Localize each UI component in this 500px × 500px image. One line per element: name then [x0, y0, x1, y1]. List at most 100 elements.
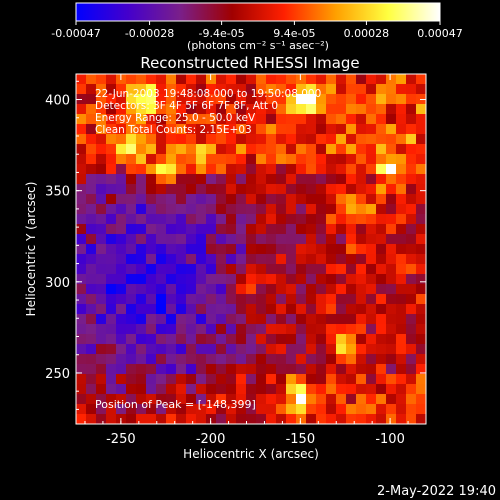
- heatmap-cell: [386, 294, 397, 305]
- heatmap-cell: [256, 104, 267, 115]
- heatmap-cell: [116, 324, 127, 335]
- heatmap-cell: [76, 114, 87, 125]
- heatmap-cell: [176, 304, 187, 315]
- heatmap-cell: [316, 264, 327, 275]
- heatmap-cell: [166, 154, 177, 165]
- heatmap-cell: [96, 334, 107, 345]
- heatmap-cell: [116, 134, 127, 145]
- heatmap-cell: [86, 144, 97, 155]
- heatmap-cell: [396, 204, 407, 215]
- heatmap-cell: [336, 234, 347, 245]
- heatmap-cell: [336, 284, 347, 295]
- heatmap-cell: [416, 374, 426, 385]
- heatmap-cell: [146, 314, 157, 325]
- heatmap-cell: [106, 154, 117, 165]
- heatmap-cell: [216, 204, 227, 215]
- heatmap-cell: [346, 174, 357, 185]
- heatmap-cell: [246, 364, 257, 375]
- heatmap-cell: [296, 84, 307, 95]
- heatmap-cell: [396, 74, 407, 85]
- heatmap-cell: [306, 294, 317, 305]
- heatmap-cell: [226, 144, 237, 155]
- heatmap-cell: [316, 414, 327, 424]
- heatmap-cell: [406, 74, 417, 85]
- heatmap-cell: [96, 404, 107, 415]
- heatmap-cell: [126, 314, 137, 325]
- heatmap-cell: [386, 384, 397, 395]
- heatmap-cell: [396, 354, 407, 365]
- heatmap-cell: [256, 334, 267, 345]
- heatmap-cell: [396, 184, 407, 195]
- heatmap-cell: [226, 294, 237, 305]
- heatmap-cell: [146, 344, 157, 355]
- heatmap-cell: [126, 104, 137, 115]
- heatmap-cell: [416, 144, 426, 155]
- heatmap-cell: [176, 174, 187, 185]
- heatmap-cell: [86, 134, 97, 145]
- heatmap-cell: [96, 134, 107, 145]
- heatmap-cell: [266, 264, 277, 275]
- heatmap-cell: [406, 384, 417, 395]
- heatmap-cell: [76, 314, 87, 325]
- heatmap-cell: [156, 214, 167, 225]
- heatmap-cell: [236, 174, 247, 185]
- heatmap-cell: [286, 414, 297, 424]
- heatmap-cell: [166, 254, 177, 265]
- heatmap-cell: [106, 144, 117, 155]
- heatmap-cell: [216, 294, 227, 305]
- heatmap-cell: [396, 394, 407, 405]
- heatmap-cell: [206, 314, 217, 325]
- heatmap-cell: [126, 224, 137, 235]
- annotation-line: Clean Total Counts: 2.15E+03: [95, 124, 252, 136]
- heatmap-cell: [396, 334, 407, 345]
- heatmap-cell: [416, 364, 426, 375]
- heatmap-cell: [356, 134, 367, 145]
- heatmap-cell: [286, 154, 297, 165]
- heatmap-cell: [396, 344, 407, 355]
- heatmap-cell: [286, 274, 297, 285]
- heatmap-cell: [116, 374, 127, 385]
- heatmap-cells: [76, 74, 426, 424]
- heatmap-cell: [186, 354, 197, 365]
- heatmap-cell: [206, 264, 217, 275]
- heatmap-cell: [86, 364, 97, 375]
- heatmap-cell: [236, 334, 247, 345]
- heatmap-cell: [116, 364, 127, 375]
- heatmap-cell: [276, 414, 287, 424]
- heatmap-cell: [366, 174, 377, 185]
- heatmap-cell: [416, 264, 426, 275]
- heatmap-cell: [126, 244, 137, 255]
- heatmap-cell: [186, 394, 197, 405]
- heatmap-cell: [376, 374, 387, 385]
- heatmap-cell: [166, 174, 177, 185]
- heatmap-cell: [96, 414, 107, 424]
- heatmap-cell: [416, 334, 426, 345]
- heatmap-cell: [416, 214, 426, 225]
- heatmap-cell: [206, 344, 217, 355]
- heatmap-cell: [396, 374, 407, 385]
- heatmap-cell: [256, 364, 267, 375]
- heatmap-cell: [146, 74, 157, 85]
- heatmap-cell: [276, 294, 287, 305]
- heatmap-cell: [186, 384, 197, 395]
- heatmap-cell: [276, 364, 287, 375]
- heatmap-cell: [406, 414, 417, 424]
- heatmap-cell: [266, 324, 277, 335]
- heatmap-cell: [196, 284, 207, 295]
- heatmap-cell: [116, 164, 127, 175]
- heatmap-cell: [356, 204, 367, 215]
- heatmap-cell: [326, 94, 337, 105]
- heatmap-cell: [376, 354, 387, 365]
- heatmap-cell: [86, 194, 97, 205]
- heatmap-cell: [196, 214, 207, 225]
- heatmap-cell: [396, 404, 407, 415]
- heatmap-cell: [186, 364, 197, 375]
- heatmap-cell: [86, 254, 97, 265]
- heatmap-cell: [136, 404, 147, 415]
- heatmap-cell: [346, 294, 357, 305]
- heatmap-cell: [176, 104, 187, 115]
- heatmap-cell: [276, 84, 287, 95]
- heatmap-cell: [406, 224, 417, 235]
- heatmap-cell: [396, 304, 407, 315]
- heatmap-cell: [276, 234, 287, 245]
